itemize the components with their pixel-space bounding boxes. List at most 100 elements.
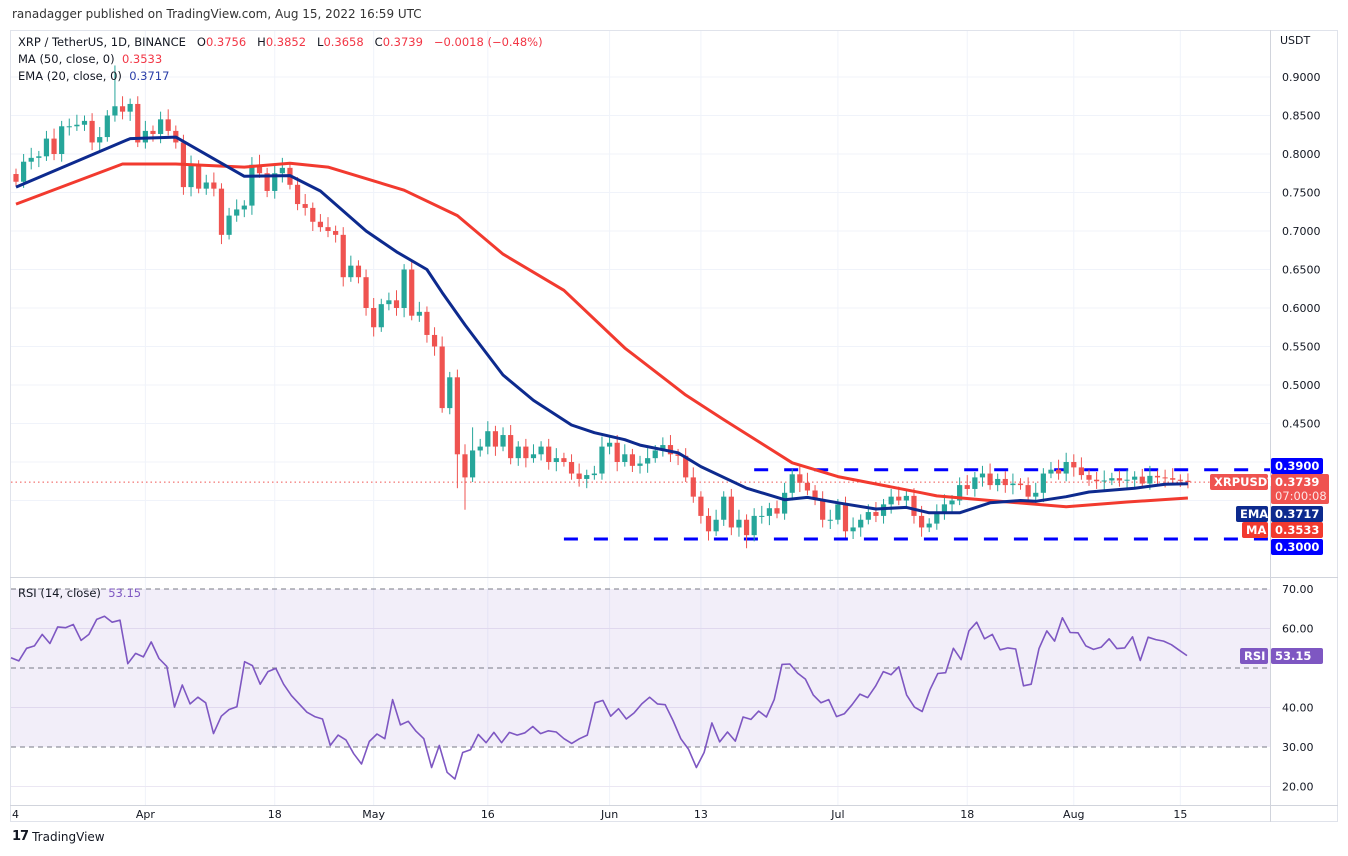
candle-body [721, 496, 727, 520]
candle-body [431, 334, 438, 347]
candle-body [698, 496, 704, 516]
candle-body [1139, 476, 1145, 484]
candle-body [690, 477, 696, 497]
axis-labels: 0.9000 0.8500 0.8000 0.7500 0.7000 0.6500 0.60… [12, 71, 1321, 821]
candle-body [865, 512, 871, 520]
candle-body [964, 485, 970, 489]
candle-body [523, 446, 529, 459]
resistance-price-badge: 0.3900 [1271, 458, 1323, 474]
time-tick-label: Jul [830, 808, 844, 821]
rsi-legend[interactable]: RSI (14, close) 53.15 [18, 586, 141, 600]
candle-body [835, 504, 841, 520]
symbol-title: XRP / TetherUS, 1D, BINANCE [18, 35, 186, 49]
candle-body [743, 519, 750, 536]
candle-body [36, 156, 42, 158]
price-tick-label: 0.4500 [1282, 418, 1321, 431]
candle-body [782, 492, 788, 514]
candle-body [119, 106, 126, 112]
ma-legend[interactable]: MA (50, close, 0) 0.3533 [18, 52, 162, 66]
price-unit-label: USDT [1280, 34, 1311, 47]
candle-body [355, 265, 362, 278]
candle-body [66, 126, 72, 128]
candle-body [1017, 483, 1024, 486]
rsi-label: RSI (14, close) [18, 586, 101, 600]
candle-body [28, 157, 34, 162]
rsi-tick-label: 70.00 [1282, 583, 1314, 596]
candle-body [941, 504, 948, 513]
candle-body [1010, 483, 1016, 486]
close-value: 0.3739 [382, 35, 423, 49]
candle-body [1040, 473, 1046, 493]
candle-body [1147, 475, 1153, 484]
time-tick-label: 13 [694, 808, 708, 821]
candle-body [188, 165, 194, 188]
candle-body [1154, 475, 1161, 478]
rsi-tick-label: 60.00 [1282, 623, 1314, 636]
candle-body [812, 490, 818, 499]
time-tick-label: Aug [1063, 808, 1084, 821]
candle-body [59, 126, 65, 154]
candle-body [1162, 477, 1168, 479]
ema-legend[interactable]: EMA (20, close, 0) 0.3717 [18, 69, 169, 83]
candle-body [416, 311, 422, 316]
candle-body [911, 495, 917, 516]
change-value: −0.0018 (−0.48%) [433, 35, 543, 49]
tradingview-logo[interactable]: 17 TradingView [12, 829, 105, 844]
candle-body [606, 442, 613, 447]
candle-body [74, 124, 80, 127]
ema-tag-badge: EMA [1236, 506, 1268, 522]
candle-body [348, 265, 354, 278]
candle-body [439, 346, 445, 409]
candle-body [333, 231, 339, 235]
price-tick-label: 0.6500 [1282, 264, 1321, 277]
candle-body [1086, 475, 1092, 480]
high-label: H [257, 35, 266, 49]
ema-price-badge: 0.3717 [1271, 506, 1323, 522]
ema-value: 0.3717 [129, 69, 170, 83]
candle-body [766, 508, 772, 516]
ma-price-badge: 0.3533 [1271, 522, 1323, 538]
candle-body [774, 508, 780, 514]
time-tick-label: 4 [12, 808, 19, 821]
candle-body [127, 103, 133, 112]
time-tick-label: 18 [960, 808, 974, 821]
rsi-line [10, 615, 1188, 780]
candle-body [584, 475, 590, 479]
candle-body [873, 512, 879, 516]
high-value: 0.3852 [265, 35, 307, 49]
candle-body [652, 450, 658, 459]
grid [11, 31, 1270, 805]
candle-body [203, 182, 209, 189]
candle-body [736, 519, 742, 528]
candle-body [157, 119, 164, 134]
rsi-tag-badge: RSI [1240, 648, 1268, 664]
candle-body [1048, 469, 1054, 474]
candle-body [820, 498, 826, 520]
candle-body [1078, 467, 1084, 476]
candle-body [804, 482, 811, 491]
candle-body [112, 106, 118, 116]
candle-body [462, 454, 468, 478]
symbol-legend[interactable]: XRP / TetherUS, 1D, BINANCE O0.3756 H0.3… [18, 35, 543, 49]
time-tick-label: Jun [600, 808, 618, 821]
candle-body [310, 207, 316, 222]
last-price-badge: 0.3739 07:00:08 [1271, 474, 1329, 504]
candle-body [51, 138, 57, 154]
candle-body [1025, 485, 1031, 497]
time-tick-label: 15 [1173, 808, 1187, 821]
candle-body [1185, 480, 1191, 483]
candle-body [424, 311, 430, 335]
candle-body [264, 173, 270, 191]
candle-body [1101, 480, 1107, 482]
candle-body [226, 215, 232, 235]
candle-body [21, 161, 27, 182]
candle-body [675, 454, 681, 456]
publish-info: ranadagger published on TradingView.com,… [12, 7, 422, 21]
candle-body [196, 165, 202, 189]
candle-body [279, 167, 285, 174]
candle-body [903, 495, 909, 501]
candle-body [477, 446, 483, 451]
candle-body [705, 515, 712, 532]
price-tick-label: 0.5000 [1282, 379, 1321, 392]
